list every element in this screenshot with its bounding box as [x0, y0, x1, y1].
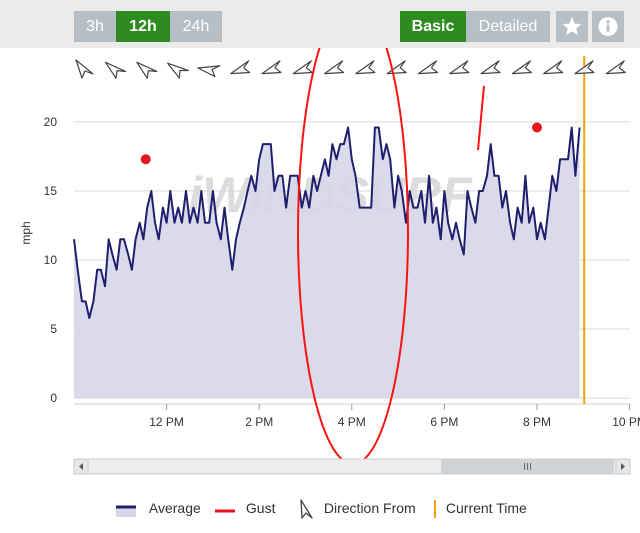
y-tick-0: 0 — [50, 391, 57, 405]
direction-arrow-shape-8 — [324, 60, 345, 75]
gust-point-0 — [140, 154, 151, 165]
direction-arrow-shape-2 — [136, 61, 158, 79]
direction-arrow-shape-1 — [104, 61, 127, 79]
direction-arrow-shape-15 — [543, 60, 564, 75]
detailed-view-button[interactable]: Detailed — [466, 11, 550, 42]
direction-arrow-shape-12 — [449, 60, 470, 75]
range-3h-button[interactable]: 3h — [74, 11, 116, 42]
direction-arrow-shape-3 — [167, 62, 190, 79]
legend-current-time: Current Time — [432, 498, 527, 519]
average-swatch — [116, 505, 136, 518]
average-area — [74, 127, 580, 398]
direction-arrow-8 — [324, 60, 345, 75]
x-tick-label-3: 6 PM — [430, 415, 458, 429]
legend: Average Gust Direction From Current Time — [0, 490, 640, 526]
info-button[interactable] — [592, 11, 624, 42]
info-icon — [598, 17, 618, 36]
legend-gust: Gust — [214, 498, 275, 518]
legend-current-time-label: Current Time — [445, 500, 527, 516]
direction-arrow-shape-14 — [511, 60, 532, 75]
x-tick-label-1: 2 PM — [245, 415, 273, 429]
direction-arrow-shape-0 — [75, 59, 94, 79]
y-tick-5: 5 — [50, 322, 57, 336]
basic-view-button[interactable]: Basic — [400, 11, 466, 42]
direction-arrow-2 — [136, 61, 158, 79]
annotation-stroke — [477, 85, 485, 151]
legend-average-label: Average — [148, 500, 201, 516]
scroll-left-icon — [79, 463, 83, 470]
direction-arrow-shape-13 — [480, 60, 501, 75]
scroll-right-icon — [621, 463, 625, 470]
y-axis-label: mph — [19, 221, 33, 244]
direction-arrow-4 — [197, 65, 221, 78]
direction-arrow-11 — [417, 60, 439, 75]
direction-arrow-12 — [449, 60, 470, 75]
favorite-button[interactable] — [556, 11, 588, 42]
average-line — [73, 126, 581, 319]
direction-arrow-shape-17 — [605, 60, 626, 75]
star-icon — [562, 17, 582, 36]
x-tick-label-2: 4 PM — [338, 415, 366, 429]
direction-arrow-13 — [480, 60, 501, 75]
range-24h-button[interactable]: 24h — [170, 11, 222, 42]
y-tick-20: 20 — [44, 115, 58, 129]
x-tick-label-5: 10 PM — [612, 415, 640, 429]
direction-arrow-1 — [104, 61, 127, 79]
direction-arrow-shape-4 — [197, 65, 221, 78]
current-time-swatch — [434, 500, 436, 519]
direction-arrow-15 — [543, 60, 564, 75]
legend-direction: Direction From — [298, 498, 416, 519]
direction-arrow-6 — [261, 60, 282, 75]
direction-arrow-5 — [230, 60, 251, 75]
range-12h-button[interactable]: 12h — [116, 11, 170, 42]
gust-point-3 — [532, 122, 542, 133]
direction-arrow-shape-6 — [261, 60, 282, 75]
direction-arrow-14 — [511, 60, 532, 75]
direction-arrow-shape-11 — [417, 60, 439, 75]
direction-arrow-9 — [355, 60, 376, 75]
direction-arrow-shape-16 — [574, 60, 595, 75]
direction-arrow-17 — [605, 60, 626, 75]
legend-gust-label: Gust — [245, 500, 276, 516]
y-tick-15: 15 — [44, 184, 58, 198]
direction-arrow-3 — [167, 62, 190, 79]
direction-arrow-shape-7 — [292, 60, 313, 75]
legend-average: Average — [115, 498, 201, 518]
y-tick-10: 10 — [44, 253, 58, 267]
legend-direction-label: Direction From — [323, 500, 416, 516]
direction-arrow-shape-9 — [355, 60, 376, 75]
direction-arrow-shape-5 — [230, 60, 251, 75]
gust-swatch — [215, 509, 235, 513]
toolbar: 3h 12h 24h Basic Detailed — [0, 0, 640, 48]
x-tick-label-0: 12 PM — [149, 415, 184, 429]
direction-arrow-0 — [75, 59, 94, 79]
direction-arrow-7 — [292, 60, 313, 75]
direction-arrow-icon — [300, 499, 313, 519]
direction-arrow-16 — [574, 60, 595, 75]
x-tick-label-4: 8 PM — [523, 415, 551, 429]
